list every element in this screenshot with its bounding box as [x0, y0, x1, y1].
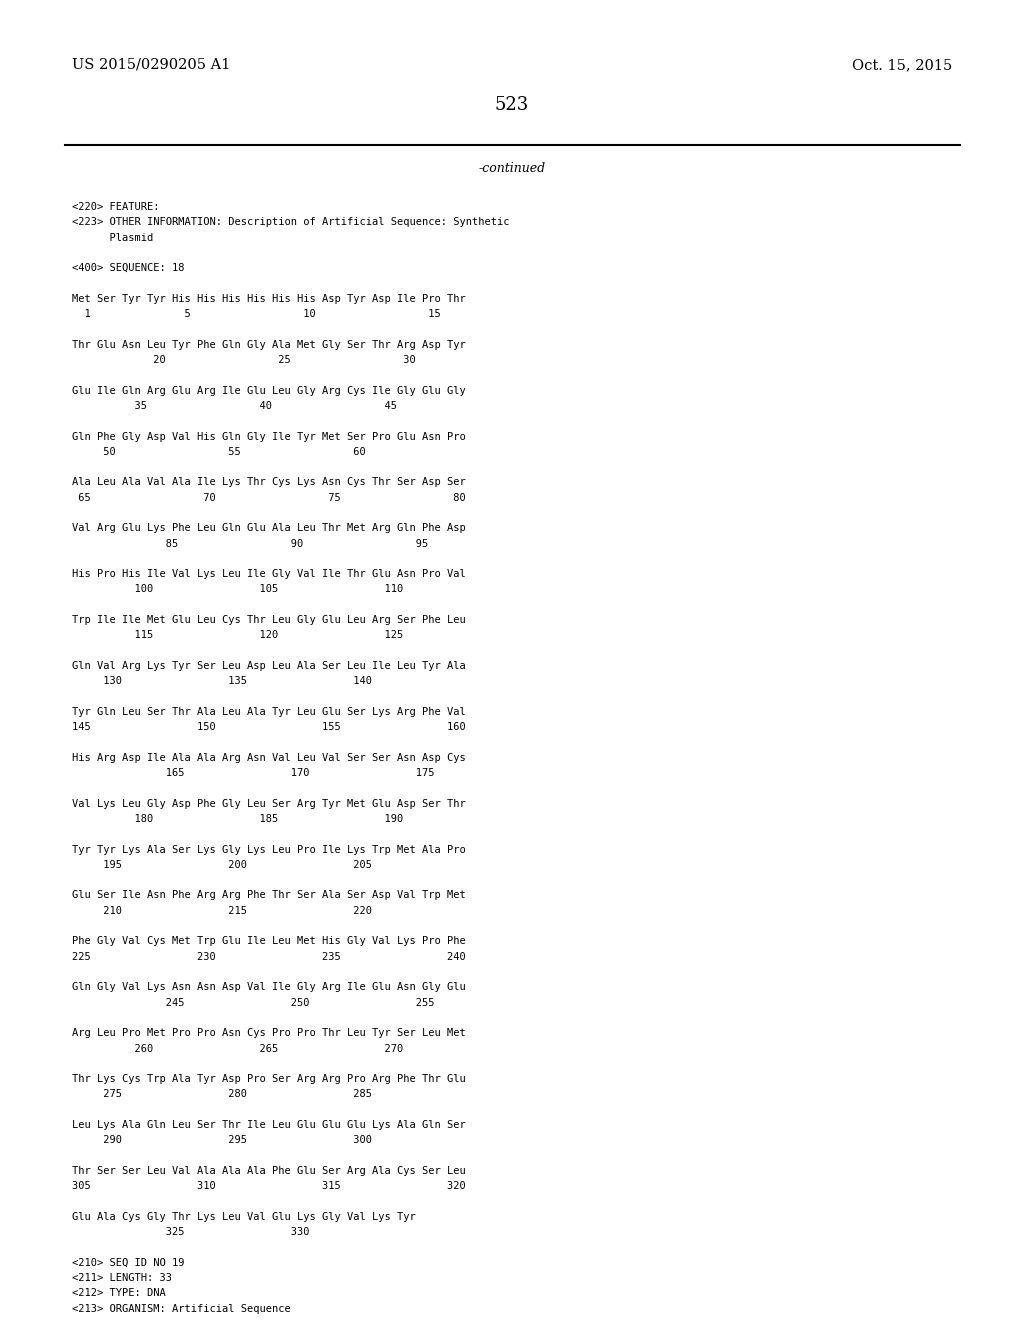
- Text: 275                 280                 285: 275 280 285: [72, 1089, 372, 1100]
- Text: 20                  25                  30: 20 25 30: [72, 355, 416, 366]
- Text: <223> OTHER INFORMATION: Description of Artificial Sequence: Synthetic: <223> OTHER INFORMATION: Description of …: [72, 218, 510, 227]
- Text: Leu Lys Ala Gln Leu Ser Thr Ile Leu Glu Glu Glu Lys Ala Gln Ser: Leu Lys Ala Gln Leu Ser Thr Ile Leu Glu …: [72, 1119, 466, 1130]
- Text: Val Lys Leu Gly Asp Phe Gly Leu Ser Arg Tyr Met Glu Asp Ser Thr: Val Lys Leu Gly Asp Phe Gly Leu Ser Arg …: [72, 799, 466, 809]
- Text: Thr Lys Cys Trp Ala Tyr Asp Pro Ser Arg Arg Pro Arg Phe Thr Glu: Thr Lys Cys Trp Ala Tyr Asp Pro Ser Arg …: [72, 1074, 466, 1084]
- Text: 195                 200                 205: 195 200 205: [72, 859, 372, 870]
- Text: Val Arg Glu Lys Phe Leu Gln Glu Ala Leu Thr Met Arg Gln Phe Asp: Val Arg Glu Lys Phe Leu Gln Glu Ala Leu …: [72, 523, 466, 533]
- Text: His Arg Asp Ile Ala Ala Arg Asn Val Leu Val Ser Ser Asn Asp Cys: His Arg Asp Ile Ala Ala Arg Asn Val Leu …: [72, 752, 466, 763]
- Text: <212> TYPE: DNA: <212> TYPE: DNA: [72, 1288, 166, 1299]
- Text: US 2015/0290205 A1: US 2015/0290205 A1: [72, 58, 230, 73]
- Text: Phe Gly Val Cys Met Trp Glu Ile Leu Met His Gly Val Lys Pro Phe: Phe Gly Val Cys Met Trp Glu Ile Leu Met …: [72, 936, 466, 946]
- Text: Thr Ser Ser Leu Val Ala Ala Ala Phe Glu Ser Arg Ala Cys Ser Leu: Thr Ser Ser Leu Val Ala Ala Ala Phe Glu …: [72, 1166, 466, 1176]
- Text: 1               5                  10                  15: 1 5 10 15: [72, 309, 440, 319]
- Text: Gln Val Arg Lys Tyr Ser Leu Asp Leu Ala Ser Leu Ile Leu Tyr Ala: Gln Val Arg Lys Tyr Ser Leu Asp Leu Ala …: [72, 661, 466, 671]
- Text: Met Ser Tyr Tyr His His His His His His Asp Tyr Asp Ile Pro Thr: Met Ser Tyr Tyr His His His His His His …: [72, 294, 466, 304]
- Text: 100                 105                 110: 100 105 110: [72, 585, 403, 594]
- Text: 65                  70                  75                  80: 65 70 75 80: [72, 492, 466, 503]
- Text: Trp Ile Ile Met Glu Leu Cys Thr Leu Gly Glu Leu Arg Ser Phe Leu: Trp Ile Ile Met Glu Leu Cys Thr Leu Gly …: [72, 615, 466, 626]
- Text: Oct. 15, 2015: Oct. 15, 2015: [852, 58, 952, 73]
- Text: 165                 170                 175: 165 170 175: [72, 768, 434, 777]
- Text: 245                 250                 255: 245 250 255: [72, 998, 434, 1007]
- Text: 210                 215                 220: 210 215 220: [72, 906, 372, 916]
- Text: 145                 150                 155                 160: 145 150 155 160: [72, 722, 466, 733]
- Text: Plasmid: Plasmid: [72, 232, 154, 243]
- Text: 35                  40                  45: 35 40 45: [72, 401, 397, 411]
- Text: 130                 135                 140: 130 135 140: [72, 676, 372, 686]
- Text: 50                  55                  60: 50 55 60: [72, 446, 366, 457]
- Text: <210> SEQ ID NO 19: <210> SEQ ID NO 19: [72, 1258, 184, 1267]
- Text: Gln Gly Val Lys Asn Asn Asp Val Ile Gly Arg Ile Glu Asn Gly Glu: Gln Gly Val Lys Asn Asn Asp Val Ile Gly …: [72, 982, 466, 993]
- Text: Tyr Gln Leu Ser Thr Ala Leu Ala Tyr Leu Glu Ser Lys Arg Phe Val: Tyr Gln Leu Ser Thr Ala Leu Ala Tyr Leu …: [72, 708, 466, 717]
- Text: Glu Ser Ile Asn Phe Arg Arg Phe Thr Ser Ala Ser Asp Val Trp Met: Glu Ser Ile Asn Phe Arg Arg Phe Thr Ser …: [72, 891, 466, 900]
- Text: Glu Ala Cys Gly Thr Lys Leu Val Glu Lys Gly Val Lys Tyr: Glu Ala Cys Gly Thr Lys Leu Val Glu Lys …: [72, 1212, 416, 1222]
- Text: Arg Leu Pro Met Pro Pro Asn Cys Pro Pro Thr Leu Tyr Ser Leu Met: Arg Leu Pro Met Pro Pro Asn Cys Pro Pro …: [72, 1028, 466, 1039]
- Text: Gln Phe Gly Asp Val His Gln Gly Ile Tyr Met Ser Pro Glu Asn Pro: Gln Phe Gly Asp Val His Gln Gly Ile Tyr …: [72, 432, 466, 441]
- Text: <211> LENGTH: 33: <211> LENGTH: 33: [72, 1272, 172, 1283]
- Text: 225                 230                 235                 240: 225 230 235 240: [72, 952, 466, 962]
- Text: 115                 120                 125: 115 120 125: [72, 631, 403, 640]
- Text: 305                 310                 315                 320: 305 310 315 320: [72, 1181, 466, 1191]
- Text: <400> SEQUENCE: 18: <400> SEQUENCE: 18: [72, 263, 184, 273]
- Text: <220> FEATURE:: <220> FEATURE:: [72, 202, 160, 213]
- Text: Ala Leu Ala Val Ala Ile Lys Thr Cys Lys Asn Cys Thr Ser Asp Ser: Ala Leu Ala Val Ala Ile Lys Thr Cys Lys …: [72, 478, 466, 487]
- Text: 523: 523: [495, 96, 529, 114]
- Text: Glu Ile Gln Arg Glu Arg Ile Glu Leu Gly Arg Cys Ile Gly Glu Gly: Glu Ile Gln Arg Glu Arg Ile Glu Leu Gly …: [72, 385, 466, 396]
- Text: Thr Glu Asn Leu Tyr Phe Gln Gly Ala Met Gly Ser Thr Arg Asp Tyr: Thr Glu Asn Leu Tyr Phe Gln Gly Ala Met …: [72, 339, 466, 350]
- Text: Tyr Tyr Lys Ala Ser Lys Gly Lys Leu Pro Ile Lys Trp Met Ala Pro: Tyr Tyr Lys Ala Ser Lys Gly Lys Leu Pro …: [72, 845, 466, 854]
- Text: 290                 295                 300: 290 295 300: [72, 1135, 372, 1146]
- Text: His Pro His Ile Val Lys Leu Ile Gly Val Ile Thr Glu Asn Pro Val: His Pro His Ile Val Lys Leu Ile Gly Val …: [72, 569, 466, 579]
- Text: 85                  90                  95: 85 90 95: [72, 539, 428, 549]
- Text: 260                 265                 270: 260 265 270: [72, 1044, 403, 1053]
- Text: 325                 330: 325 330: [72, 1228, 309, 1237]
- Text: -continued: -continued: [478, 161, 546, 174]
- Text: <213> ORGANISM: Artificial Sequence: <213> ORGANISM: Artificial Sequence: [72, 1304, 291, 1313]
- Text: 180                 185                 190: 180 185 190: [72, 814, 403, 824]
